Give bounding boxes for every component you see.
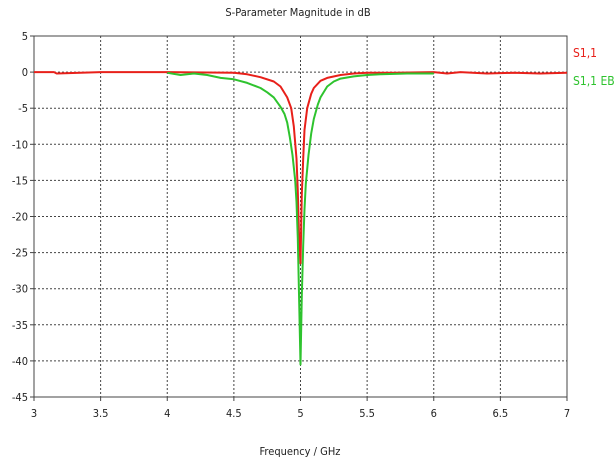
y-tick-label: 0 bbox=[22, 66, 28, 79]
x-tick-label: 6.5 bbox=[493, 407, 509, 420]
series-group bbox=[34, 71, 568, 366]
y-axis: 5 0 -5 -10 -15 -20 -25 -30 -35 -40 -45 bbox=[12, 30, 34, 404]
x-tick-label: 3.5 bbox=[93, 407, 109, 420]
y-tick-label: -45 bbox=[12, 391, 28, 404]
y-tick-label: -40 bbox=[12, 355, 28, 368]
y-tick-label: -30 bbox=[12, 283, 28, 296]
x-tick-label: 5 bbox=[297, 407, 303, 420]
grid bbox=[34, 36, 567, 397]
series-line-1 bbox=[167, 71, 434, 366]
x-tick-label: 4.5 bbox=[226, 407, 242, 420]
x-axis: 3 3.5 4 4.5 5 5.5 6 6.5 7 bbox=[31, 397, 570, 420]
x-tick-label: 6 bbox=[431, 407, 437, 420]
y-tick-label: -10 bbox=[12, 138, 28, 151]
legend: S1,1 S1,1 EBG bbox=[573, 46, 615, 88]
x-tick-label: 5.5 bbox=[359, 407, 375, 420]
x-tick-label: 7 bbox=[564, 407, 570, 420]
y-tick-label: 5 bbox=[22, 30, 28, 43]
x-axis-label: Frequency / GHz bbox=[260, 445, 341, 458]
series-line-0 bbox=[34, 71, 568, 265]
y-tick-label: -25 bbox=[12, 247, 28, 260]
y-tick-label: -5 bbox=[18, 102, 28, 115]
x-tick-label: 4 bbox=[164, 407, 170, 420]
y-tick-label: -35 bbox=[12, 319, 28, 332]
x-tick-label: 3 bbox=[31, 407, 37, 420]
y-tick-label: -20 bbox=[12, 211, 28, 224]
y-tick-label: -15 bbox=[12, 174, 28, 187]
legend-entry-s11: S1,1 bbox=[573, 46, 597, 60]
legend-entry-s11-ebg: S1,1 EBG bbox=[573, 74, 615, 88]
chart-title: S-Parameter Magnitude in dB bbox=[225, 6, 370, 19]
